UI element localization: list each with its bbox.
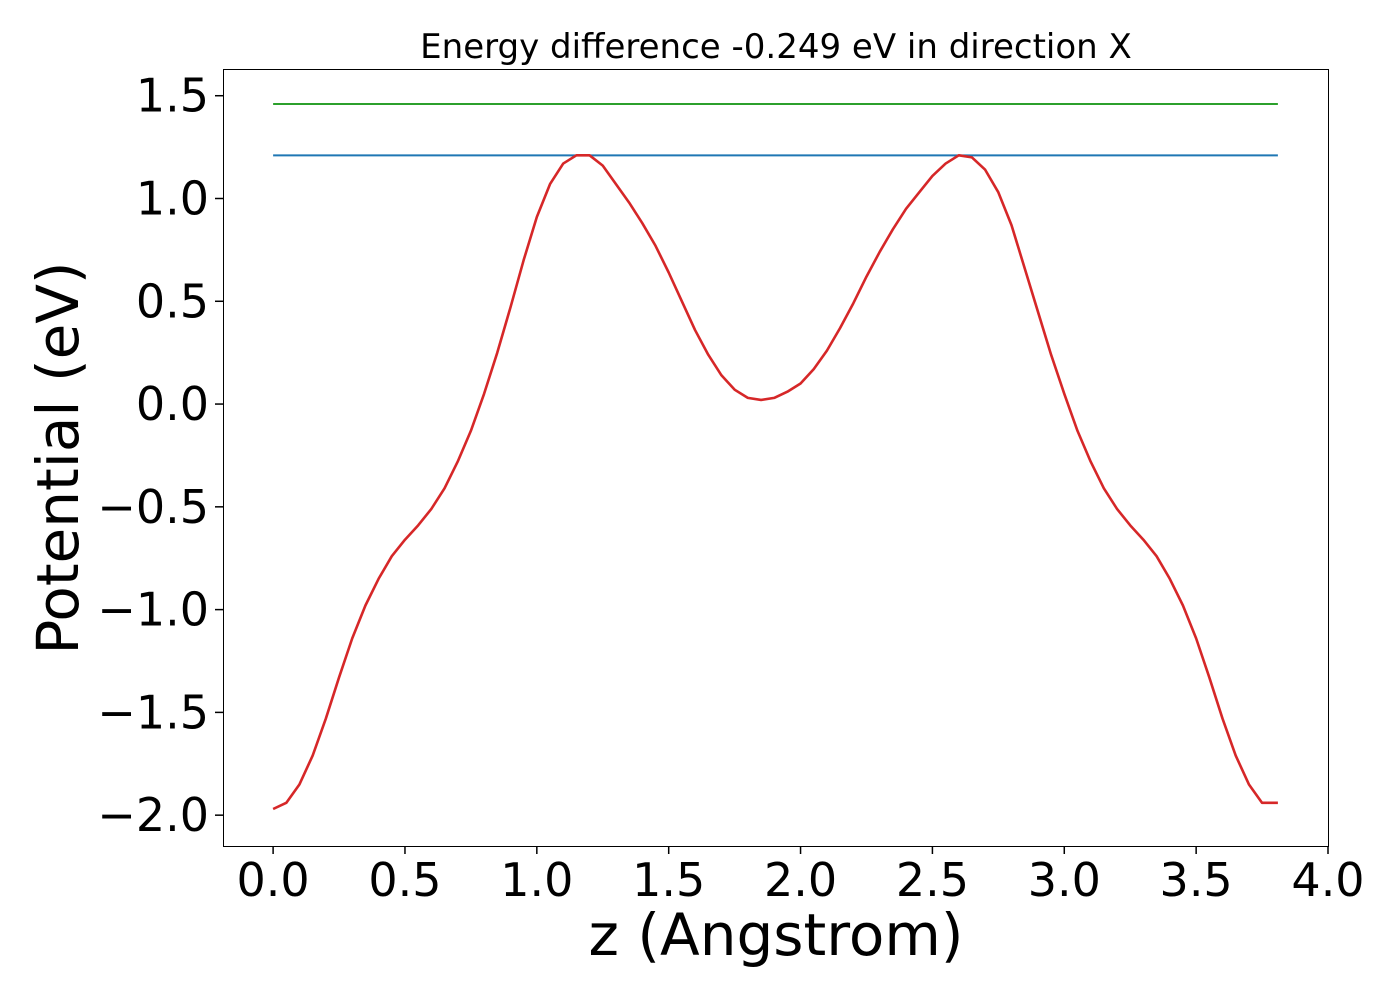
y-tick-label: −1.5 (97, 685, 209, 739)
x-tick-label: 3.0 (1028, 853, 1101, 907)
series-line-3 (272, 154, 1278, 811)
y-tick-label: −2.0 (97, 788, 209, 842)
x-tick-label: 3.5 (1160, 853, 1233, 907)
y-tick-label: 1.5 (136, 69, 209, 123)
x-tick-label: 1.5 (632, 853, 705, 907)
y-tick-label: 0.5 (136, 274, 209, 328)
y-axis-label: Potential (eV) (24, 261, 92, 654)
y-axis-ticks: −2.0 −1.5 −1.0 −0.5 0.0 0.5 1.0 1.5 (97, 69, 223, 842)
x-tick-label: 0.5 (368, 853, 441, 907)
chart-title: Energy difference -0.249 eV in direction… (420, 27, 1132, 67)
plot-lines (272, 102, 1278, 811)
y-tick-label: 0.0 (136, 377, 209, 431)
x-tick-label: 2.0 (764, 853, 837, 907)
x-tick-label: 4.0 (1291, 853, 1364, 907)
x-tick-label: 1.0 (500, 853, 573, 907)
y-tick-label: 1.0 (136, 172, 209, 226)
x-axis-label: z (Angstrom) (589, 901, 964, 969)
x-tick-label: 0.0 (237, 853, 310, 907)
x-tick-label: 2.5 (896, 853, 969, 907)
plot-frame (223, 69, 1329, 847)
y-tick-label: −1.0 (97, 583, 209, 637)
y-tick-label: −0.5 (97, 480, 209, 534)
x-axis-ticks: 0.0 0.5 1.0 1.5 2.0 2.5 3.0 3.5 4.0 (237, 846, 1365, 907)
